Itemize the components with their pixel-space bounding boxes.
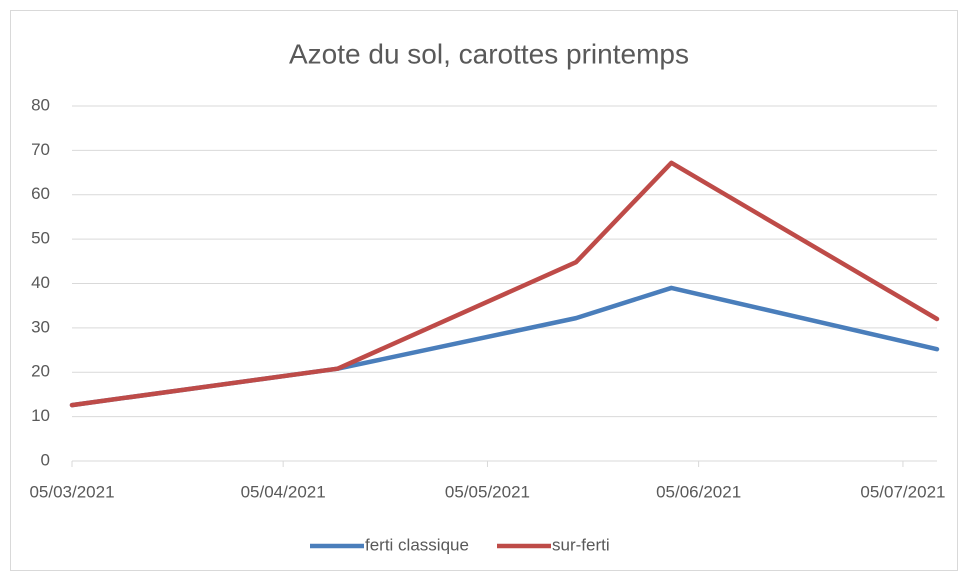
y-tick-label: 60 xyxy=(31,184,50,203)
y-tick-label: 40 xyxy=(31,273,50,292)
y-tick-label: 30 xyxy=(31,317,50,336)
x-tick-label: 05/05/2021 xyxy=(445,482,530,501)
y-tick-label: 80 xyxy=(31,95,50,114)
y-tick-label: 50 xyxy=(31,229,50,248)
chart-border xyxy=(10,10,958,571)
y-tick-label: 0 xyxy=(41,450,50,469)
line-series xyxy=(69,160,940,408)
x-tick-label: 05/04/2021 xyxy=(241,482,326,501)
legend-label: sur-ferti xyxy=(552,535,610,554)
y-tick-label: 70 xyxy=(31,140,50,159)
y-tick-label: 10 xyxy=(31,406,50,425)
x-tick-label: 05/03/2021 xyxy=(29,482,114,501)
chart-title: Azote du sol, carottes printemps xyxy=(289,38,689,69)
x-tick-label: 05/07/2021 xyxy=(860,482,945,501)
y-tick-label: 20 xyxy=(31,362,50,381)
legend-label: ferti classique xyxy=(365,535,469,554)
x-tick-label: 05/06/2021 xyxy=(656,482,741,501)
